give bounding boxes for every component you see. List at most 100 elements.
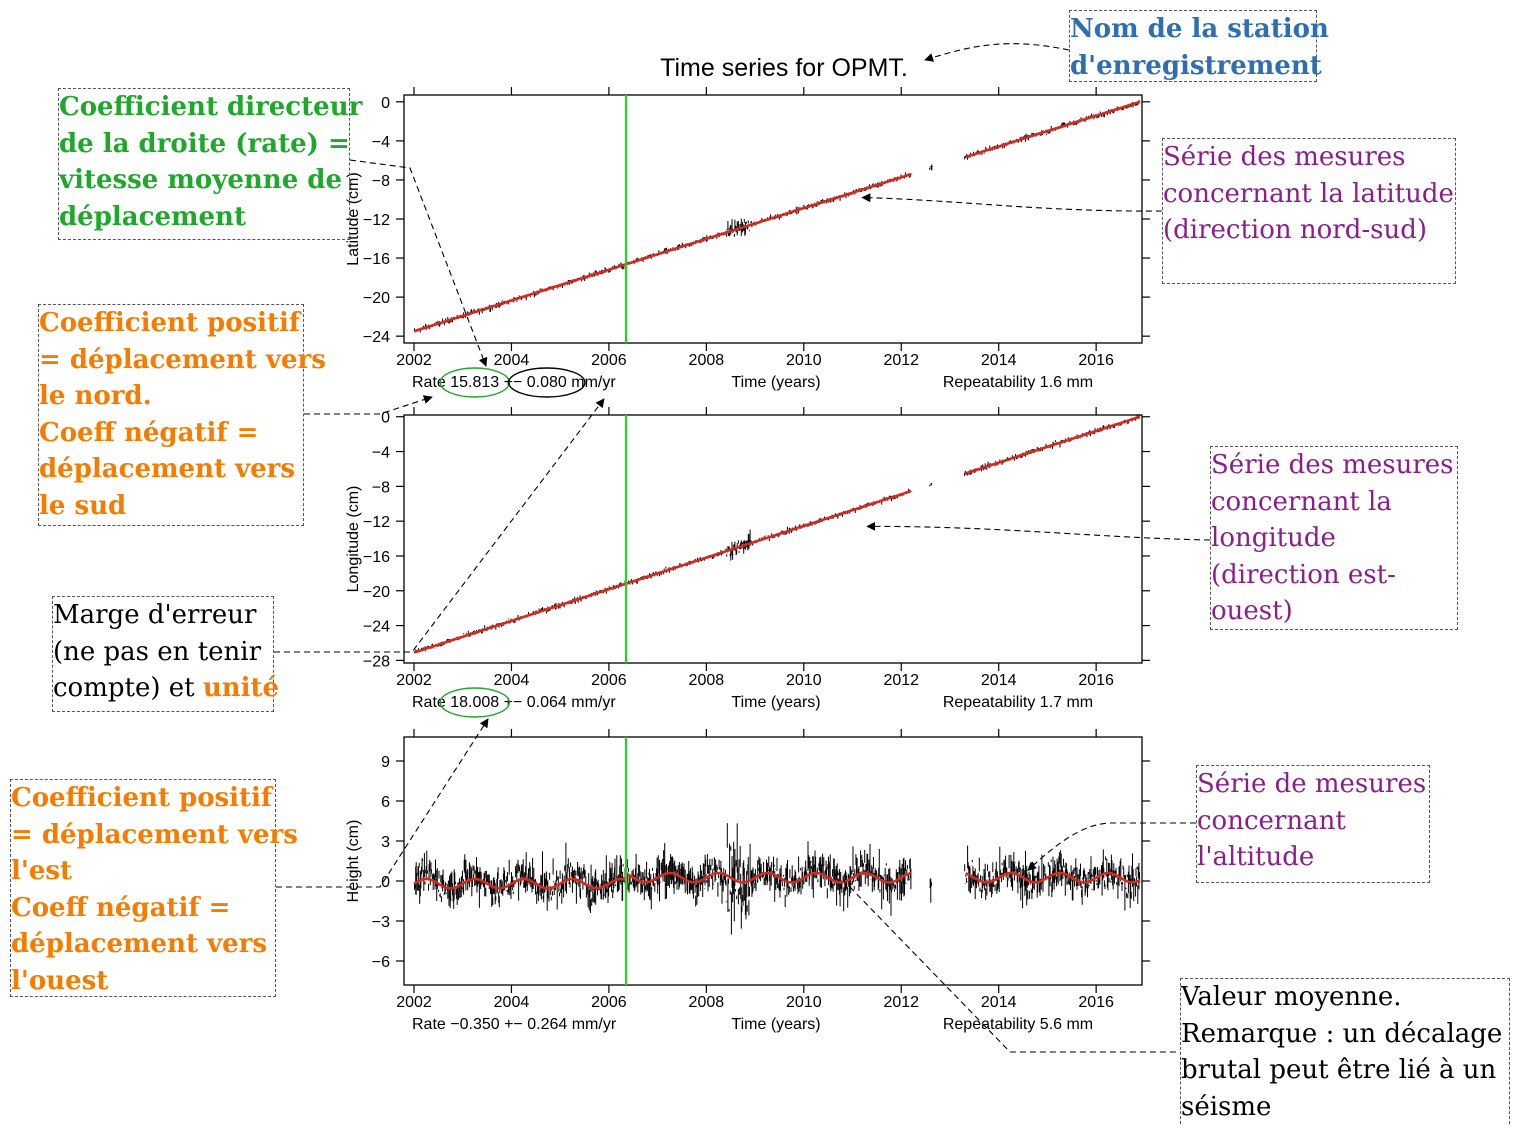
x-tick-label: 2010 xyxy=(786,672,822,689)
note-coef-latitude: Coefficient positif = déplacement vers l… xyxy=(38,304,326,526)
note-coef-directeur: Coefficient directeur de la droite (rate… xyxy=(58,88,363,240)
note-line: déplacement xyxy=(59,201,246,232)
y-axis-label: Height (cm) xyxy=(345,820,362,903)
y-tick-label: −16 xyxy=(363,251,390,268)
note-line: le sud xyxy=(39,490,127,521)
y-tick-label: −28 xyxy=(363,653,390,670)
leader-serie-latitude xyxy=(861,193,1163,212)
annotation-leaders xyxy=(274,43,1211,1053)
x-tick-label: 2006 xyxy=(591,994,627,1011)
rate-error: 0.064 xyxy=(527,694,567,711)
rate-label: Rate 18.008 +− 0.064 mm/yr xyxy=(412,694,616,711)
leader-marge-erreur xyxy=(274,398,605,653)
note-line: longitude xyxy=(1211,523,1336,553)
panel-3: 9 6 3 0 −3 −6 2002 2004 2006 2008 2010 2012 2014 2016… xyxy=(345,729,1150,1033)
y-tick-label: −20 xyxy=(363,290,390,307)
note-line: (ne pas en tenir xyxy=(53,636,262,667)
rate-value: −0.350 xyxy=(450,1016,499,1033)
note-line: Série de mesures xyxy=(1197,769,1427,799)
x-tick-label: 2004 xyxy=(494,672,530,689)
rate-sep: +− xyxy=(499,374,527,391)
note-line: déplacement vers xyxy=(39,454,296,484)
rate-unit: mm/yr xyxy=(567,1016,617,1033)
y-tick-label: 0 xyxy=(381,410,390,427)
leader-coef-latitude xyxy=(304,395,433,415)
rate-unit: mm/yr xyxy=(567,374,617,391)
fit-line xyxy=(413,415,1141,654)
leader-serie-altitude xyxy=(1027,822,1196,871)
note-line: ouest) xyxy=(1211,596,1293,626)
note-line: Remarque : un décalage xyxy=(1181,1018,1503,1049)
note-line: concernant la latitude xyxy=(1163,178,1454,209)
y-tick-label: −24 xyxy=(363,329,390,346)
rate-sep: +− xyxy=(499,694,527,711)
y-tick-label: 0 xyxy=(381,874,390,891)
note-line: Coefficient directeur xyxy=(59,92,363,122)
x-tick-label: 2006 xyxy=(591,352,627,369)
x-tick-label: 2002 xyxy=(396,672,432,689)
x-tick-label: 2004 xyxy=(494,352,530,369)
note-line: (direction est- xyxy=(1211,559,1396,590)
x-axis-label: Time (years) xyxy=(731,1016,820,1033)
rate-error-ellipse xyxy=(508,367,586,398)
note-line: de la droite (rate) = xyxy=(59,128,350,159)
note-line: vitesse moyenne de xyxy=(59,165,343,195)
x-tick-label: 2016 xyxy=(1078,352,1114,369)
note-line: Valeur moyenne. xyxy=(1181,982,1402,1012)
rate-error: 0.264 xyxy=(527,1016,567,1033)
x-tick-label: 2016 xyxy=(1078,672,1114,689)
x-tick-label: 2010 xyxy=(786,352,822,369)
note-line: Coefficient positif xyxy=(11,783,273,813)
rate-value: 15.813 xyxy=(450,374,499,391)
y-axis-label: Longitude (cm) xyxy=(345,486,362,593)
note-line: séisme xyxy=(1181,1091,1272,1122)
x-tick-label: 2012 xyxy=(883,994,919,1011)
rate-prefix: Rate xyxy=(412,694,450,711)
x-tick-label: 2014 xyxy=(981,994,1017,1011)
x-tick-label: 2014 xyxy=(981,352,1017,369)
x-tick-label: 2012 xyxy=(883,672,919,689)
x-tick-label: 2008 xyxy=(689,352,725,369)
x-tick-label: 2008 xyxy=(689,672,725,689)
repeatability-label: Repeatability 1.6 mm xyxy=(943,374,1093,391)
note-marge-erreur: Marge d'erreur (ne pas en tenir compte) … xyxy=(52,596,279,712)
note-line: le nord. xyxy=(39,381,152,411)
note-valeur-moyenne: Valeur moyenne. Remarque : un décalage b… xyxy=(1180,978,1510,1124)
repeatability-label: Repeatability 1.7 mm xyxy=(943,694,1093,711)
fit-line xyxy=(413,871,1141,890)
leader-valeur-moyenne xyxy=(842,879,1180,1053)
x-tick-label: 2014 xyxy=(981,672,1017,689)
note-line: Coefficient positif xyxy=(39,308,301,338)
repeatability-label: Repeatability 5.6 mm xyxy=(943,1016,1093,1033)
rate-error: 0.080 xyxy=(527,374,567,391)
note-line: = déplacement vers xyxy=(39,344,326,375)
x-tick-label: 2006 xyxy=(591,672,627,689)
leader-station xyxy=(924,43,1070,62)
panels: 0 −4 −8 −12 −16 −20 −24 2002 2004 2006 2008 2010 201… xyxy=(345,87,1150,1033)
y-tick-label: 3 xyxy=(381,834,390,851)
note-line: Marge d'erreur xyxy=(53,600,257,630)
y-tick-label: −8 xyxy=(372,173,390,190)
x-tick-label: 2012 xyxy=(883,352,919,369)
y-tick-label: −12 xyxy=(363,212,390,229)
leader-coef-directeur xyxy=(349,159,488,367)
y-tick-label: −24 xyxy=(363,619,390,636)
x-axis-label: Time (years) xyxy=(731,374,820,391)
note-line: Coeff négatif = xyxy=(11,892,231,923)
y-tick-label: −4 xyxy=(372,445,390,462)
note-serie-latitude: Série des mesures concernant la latitude… xyxy=(1162,138,1456,284)
panel-2: 0 −4 −8 −12 −16 −20 −24 −28 2002 2004 2006 2008 2010… xyxy=(345,407,1150,711)
y-tick-label: −16 xyxy=(363,549,390,566)
rate-prefix: Rate xyxy=(412,374,450,391)
note-line: compte) et unité xyxy=(53,670,279,707)
y-tick-label: −12 xyxy=(363,514,390,531)
note-line: d'enregistrement xyxy=(1070,50,1322,81)
note-line: concernant la xyxy=(1211,486,1392,517)
note-station: Nom de la station d'enregistrement xyxy=(1069,10,1329,82)
note-line: brutal peut être lié à un xyxy=(1181,1055,1497,1085)
panel-1: 0 −4 −8 −12 −16 −20 −24 2002 2004 2006 2008 2010 201… xyxy=(345,87,1150,391)
y-tick-label: −6 xyxy=(372,954,390,971)
note-unit: unité xyxy=(202,673,280,703)
fit-line xyxy=(413,100,1141,333)
